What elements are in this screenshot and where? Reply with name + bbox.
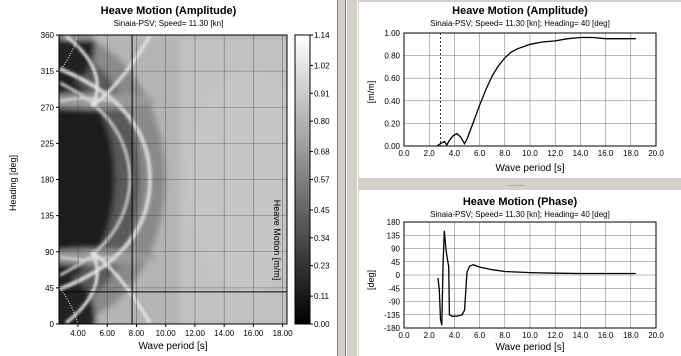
amplitude-chart[interactable]: 0.0 2.0 4.0 6.0 8.0 10.0 12.0 14.0 16.0 18.0 20.0 0… — [359, 2, 681, 178]
colorbar-ticks: 0.00 0.11 0.23 0.34 0.45 0.57 0.68 0.80 0.91 1.02… — [310, 31, 330, 329]
heatmap-pane: Heave Motion (Amplitude) Sinaia-PSV; Spe… — [0, 0, 337, 356]
colorbar-tick-label: 0.68 — [314, 148, 330, 157]
y-tick-label: 135 — [387, 231, 401, 240]
colorbar-tick-label: 0.00 — [314, 320, 330, 329]
heatmap-y-tick-label: 90 — [45, 248, 54, 257]
y-tick-label: 1.00 — [384, 29, 400, 38]
heatmap-y-tick-label: 360 — [41, 31, 55, 40]
heatmap-y-tick-label: 0 — [50, 320, 55, 329]
phase-ylabel: [deg] — [366, 269, 376, 291]
heatmap-title: Heave Motion (Amplitude) — [100, 5, 237, 17]
amplitude-pane: Heave Motion (Amplitude) Sinaia-PSV; Spe… — [359, 2, 681, 178]
x-tick-label: 10.0 — [522, 149, 538, 158]
heatmap-y-tick-label: 135 — [41, 212, 55, 221]
heatmap-y-tick-label: 180 — [41, 176, 55, 185]
heatmap-chart[interactable]: 4.00 6.00 8.00 10.00 12.00 14.00 16.00 18.00 0 45… — [0, 26, 337, 356]
heatmap-y-tick-label: 270 — [41, 103, 55, 112]
colorbar-tick-label: 0.80 — [314, 117, 330, 126]
y-tick-label: 90 — [391, 245, 400, 254]
vertical-splitter[interactable] — [337, 0, 358, 356]
amplitude-xlabel: Wave period [s] — [495, 163, 565, 174]
y-tick-label: -135 — [384, 311, 401, 320]
colorbar-tick-label: 1.14 — [314, 31, 330, 40]
x-tick-label: 8.0 — [499, 331, 511, 340]
heatmap-x-tick-label: 12.00 — [185, 329, 206, 338]
colorbar-tick-label: 0.57 — [314, 176, 330, 185]
y-tick-label: 180 — [387, 218, 401, 227]
heatmap-grid — [59, 34, 287, 325]
colorbar-tick-label: 0.11 — [314, 292, 330, 301]
y-tick-label: -90 — [388, 298, 400, 307]
heatmap-x-tick-label: 18.00 — [273, 329, 294, 338]
amplitude-subtitle: Sinaia-PSV; Speed= 11.30 [kn]; Heading= … — [430, 19, 610, 28]
x-tick-label: 4.0 — [449, 331, 461, 340]
x-tick-label: 0.0 — [398, 149, 410, 158]
heatmap-y-tick-label: 45 — [45, 284, 54, 293]
horizontal-splitter[interactable]: ......... — [358, 178, 681, 190]
y-tick-label: 0.80 — [384, 52, 400, 61]
plot-frame — [403, 32, 657, 147]
x-tick-label: 12.0 — [547, 331, 563, 340]
colorbar-label: Heave Motion [m/m] — [272, 199, 282, 281]
colorbar-tick-label: 0.91 — [314, 89, 330, 98]
x-tick-label: 18.0 — [623, 331, 639, 340]
phase-chart[interactable]: 0.0 2.0 4.0 6.0 8.0 10.0 12.0 14.0 16.0 18.0 20.0 1… — [359, 190, 681, 356]
heatmap-xlabel: Wave period [s] — [138, 341, 208, 352]
x-tick-label: 6.0 — [474, 331, 486, 340]
x-tick-label: 20.0 — [648, 331, 664, 340]
plot-frame — [403, 221, 657, 329]
heatmap-x-tick-label: 14.00 — [214, 329, 235, 338]
heatmap-x-tick-label: 16.00 — [243, 329, 264, 338]
x-tick-label: 10.0 — [522, 331, 538, 340]
amplitude-title: Heave Motion (Amplitude) — [452, 5, 588, 17]
heatmap-x-tick-label: 4.00 — [70, 329, 86, 338]
heatmap-ylabel: Heading [deg] — [8, 154, 18, 212]
heatmap-y-tick-label: 225 — [41, 139, 55, 148]
colorbar-tick-label: 0.45 — [314, 206, 330, 215]
heatmap-x-tick-label: 6.00 — [99, 329, 115, 338]
colorbar — [294, 34, 311, 325]
y-tick-label: -45 — [388, 284, 400, 293]
y-tick-label: -180 — [384, 324, 401, 333]
x-tick-label: 0.0 — [398, 331, 410, 340]
x-tick-label: 2.0 — [424, 149, 436, 158]
x-tick-label: 16.0 — [598, 149, 614, 158]
phase-title: Heave Motion (Phase) — [462, 196, 578, 208]
heatmap-x-tick-label: 8.00 — [129, 329, 145, 338]
x-tick-label: 12.0 — [547, 149, 563, 158]
x-tick-label: 14.0 — [573, 331, 589, 340]
heatmap-subtitle: Sinaia-PSV; Speed= 11.30 [kn] — [113, 19, 224, 28]
x-tick-label: 18.0 — [623, 149, 639, 158]
y-tick-label: 0 — [396, 271, 401, 280]
y-tick-label: 0.00 — [384, 142, 400, 151]
heatmap-x-tick-label: 10.00 — [156, 329, 177, 338]
y-tick-label: 0.20 — [384, 119, 400, 128]
series-line — [436, 36, 636, 147]
x-tick-label: 8.0 — [499, 149, 511, 158]
heatmap-y-tick-label: 315 — [41, 67, 55, 76]
phase-xlabel: Wave period [s] — [495, 342, 565, 353]
x-tick-label: 16.0 — [598, 331, 614, 340]
y-tick-label: 45 — [391, 258, 400, 267]
colorbar-tick-label: 0.23 — [314, 262, 330, 271]
x-tick-label: 2.0 — [424, 331, 436, 340]
heatmap-axes: 4.00 6.00 8.00 10.00 12.00 14.00 16.00 18.00 0 45… — [41, 31, 294, 338]
colorbar-tick-label: 0.34 — [314, 234, 330, 243]
colorbar-tick-label: 1.02 — [314, 61, 330, 70]
x-tick-label: 20.0 — [648, 149, 664, 158]
x-tick-label: 6.0 — [474, 149, 486, 158]
x-tick-label: 4.0 — [449, 149, 461, 158]
phase-subtitle: Sinaia-PSV; Speed= 11.30 [kn]; Heading= … — [430, 210, 610, 219]
series-line — [437, 230, 636, 326]
y-tick-label: 0.40 — [384, 97, 400, 106]
x-tick-label: 14.0 — [573, 149, 589, 158]
phase-pane: Heave Motion (Phase) Sinaia-PSV; Speed= … — [359, 190, 681, 356]
amplitude-ylabel: [m/m] — [366, 80, 376, 104]
y-tick-label: 0.60 — [384, 74, 400, 83]
